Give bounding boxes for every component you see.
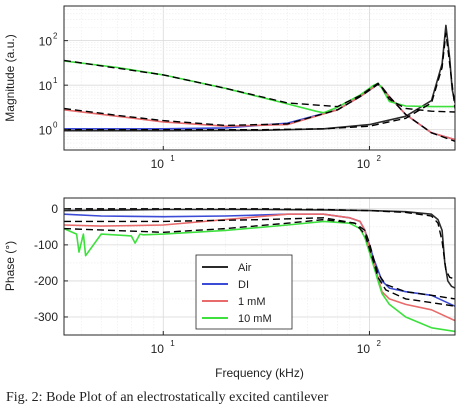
series-line-air [64,208,455,289]
fit-line-1 [64,32,455,131]
x-tick-label: 10 [357,342,371,356]
y-tick-label: 0 [51,202,58,216]
fit-line-3 [64,59,455,113]
x-axis-label: Frequency (kHz) [215,366,304,380]
series-line-10-mm [64,220,455,333]
legend-label: 10 mM [238,313,272,325]
legend-label: 1 mM [238,296,266,308]
y-axis-label: Phase (°) [3,241,17,291]
x-tick-exponent: 2 [376,339,381,348]
legend-label: DI [238,279,249,291]
legend-label: Air [238,262,252,274]
series-group [64,208,455,333]
x-tick-exponent: 1 [170,154,175,163]
y-tick-label: -200 [34,274,58,288]
y-tick-label: -300 [34,310,58,324]
x-tick-label: 10 [151,342,165,356]
y-tick-label: -100 [34,238,58,252]
y-tick-exponent: 0 [53,121,58,130]
y-tick-label: 10 [39,79,53,93]
y-tick-exponent: 1 [53,76,58,85]
y-tick-label: 10 [39,124,53,138]
x-tick-label: 10 [357,157,371,171]
x-tick-exponent: 2 [376,154,381,163]
x-tick-exponent: 1 [170,339,175,348]
y-tick-label: 10 [39,35,53,49]
fit-line-3 [64,218,455,307]
axes-frame [63,5,456,151]
phase-chart: 10 1 10 2 0 -100 -200 -300 Phase (°) Frequency (k… [3,197,456,380]
figure-caption: Fig. 2: Bode Plot of an electrostaticall… [6,390,329,405]
axes-frame [63,197,456,336]
fit-line-1 [64,208,455,280]
series-group [64,24,455,142]
x-tick-label: 10 [151,157,165,171]
grid [64,6,455,150]
legend: Air DI 1 mM 10 mM [195,254,293,330]
y-tick-exponent: 2 [53,32,58,41]
y-axis-label: Magnitude (a.u.) [3,34,17,121]
fit-line-2 [64,83,455,142]
